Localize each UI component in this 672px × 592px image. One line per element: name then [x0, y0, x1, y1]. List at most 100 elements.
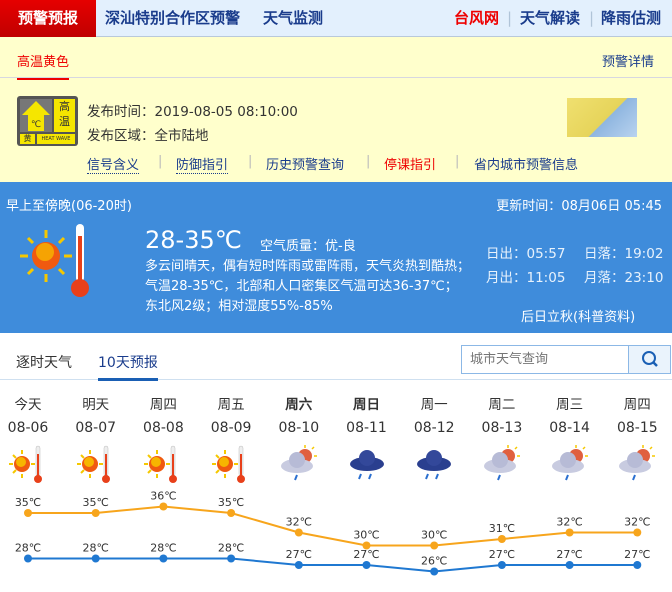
- day-name: 周一: [420, 397, 448, 413]
- low-temp-label: 28℃: [218, 542, 244, 555]
- divider: |: [158, 154, 163, 169]
- thunder-shower-icon: [417, 450, 452, 480]
- high-temp-point: [497, 535, 506, 543]
- day-name: 周四: [623, 397, 651, 413]
- publish-area: 发布区域：全市陆地: [87, 128, 209, 144]
- nav-weather-analysis[interactable]: 天气解读: [520, 9, 581, 27]
- link-school-closure[interactable]: 停课指引: [384, 158, 437, 173]
- low-temp-point: [227, 554, 236, 563]
- day-name: 周三: [556, 397, 584, 413]
- badge-en: HEAT WAVE: [37, 134, 75, 144]
- tab-heat-yellow[interactable]: 高温黄色: [17, 51, 70, 80]
- high-temp-label: 36℃: [150, 490, 176, 503]
- high-temp-point: [24, 509, 32, 517]
- low-temp-point: [362, 561, 371, 569]
- warning-area-map[interactable]: [567, 98, 637, 137]
- tab-10day[interactable]: 10天预报: [98, 352, 158, 381]
- low-temp-point: [497, 561, 506, 569]
- alert-panel: 高温黄色 预警详情: [0, 37, 672, 182]
- day-name: 明天: [82, 397, 110, 413]
- day-name: 周五: [217, 397, 245, 413]
- weather-description: 多云间晴天，偶有短时阵雨或雷阵雨，天气炎热到酷热；气温28-35℃，北部和人口密…: [145, 259, 471, 314]
- svg-text:℃: ℃: [31, 120, 41, 130]
- sunny-hot-icon: [76, 445, 110, 483]
- day-name: 周二: [488, 397, 516, 413]
- link-signal-meaning[interactable]: 信号含义: [87, 158, 140, 174]
- high-temp-point: [159, 502, 168, 511]
- nav-rain-estimate[interactable]: 降雨估测: [601, 9, 662, 27]
- alert-detail-link[interactable]: 预警详情: [601, 55, 654, 70]
- nav-typhoon[interactable]: 台风网: [454, 9, 500, 27]
- low-temp-point: [294, 561, 303, 569]
- nav-warning-forecast[interactable]: 预警预报: [0, 0, 96, 37]
- low-temp-label: 27℃: [556, 548, 582, 561]
- link-province-warnings[interactable]: 省内城市预警信息: [474, 158, 579, 173]
- day-date: 08-11: [346, 420, 387, 436]
- low-temp-point: [159, 554, 168, 563]
- low-temp-label: 27℃: [489, 548, 515, 561]
- day-date: 08-14: [549, 420, 590, 436]
- tab-hourly[interactable]: 逐时天气: [16, 355, 72, 371]
- thunder-shower-icon: [349, 450, 384, 480]
- partly-cloudy-shower-icon: [280, 445, 317, 481]
- search-icon: [642, 351, 658, 367]
- divider: |: [589, 9, 595, 27]
- low-temp-label: 27℃: [353, 548, 379, 561]
- temperature-chart: 35℃ 35℃ 36℃ 35℃ 32℃ 30℃ 30℃ 31℃ 32℃ 32℃ 28℃ 28℃ 28℃ 2…: [15, 490, 650, 576]
- top-nav: 预警预报 深汕特别合作区预警 天气监测 台风网 | 天气解读 | 降雨估测: [0, 0, 672, 37]
- sunny-hot-icon: [144, 445, 178, 483]
- moonrise: 月出：11:05: [486, 270, 566, 286]
- arrow-up-icon: ℃: [22, 101, 50, 131]
- high-temp-point: [633, 528, 642, 537]
- sunny-hot-icon: [212, 445, 246, 483]
- solar-term-link[interactable]: 后日立秋(科普资料): [521, 310, 636, 325]
- low-temp-point: [430, 567, 439, 576]
- alert-tab-row: 高温黄色 预警详情: [0, 37, 672, 80]
- day-date: 08-06: [7, 420, 49, 436]
- moonset: 月落：23:10: [584, 270, 664, 286]
- low-temp-label: 27℃: [624, 548, 650, 561]
- high-temp-point: [362, 541, 371, 550]
- today-panel: 早上至傍晚(06-20时) 更新时间：08月06日 05:45 28-35℃ 空…: [0, 182, 672, 333]
- badge-heat-text: 高温: [54, 99, 75, 132]
- high-temp-label: 35℃: [15, 496, 41, 509]
- sunny-hot-icon: [9, 445, 42, 483]
- temp-range: 28-35℃: [145, 226, 242, 254]
- update-time: 更新时间：08月06日 05:45: [496, 199, 662, 214]
- low-temp-label: 28℃: [150, 542, 176, 555]
- high-temp-label: 35℃: [83, 496, 109, 509]
- city-search-input[interactable]: [462, 346, 628, 373]
- low-temp-point: [91, 554, 100, 563]
- sunrise: 日出：05:57: [486, 246, 566, 262]
- search-button[interactable]: [628, 346, 670, 373]
- low-temp-line: [28, 557, 638, 573]
- partly-cloudy-shower-icon: [551, 445, 588, 481]
- day-date: 08-13: [481, 420, 523, 436]
- high-temp-point: [565, 528, 574, 537]
- link-history[interactable]: 历史预警查询: [266, 158, 345, 173]
- link-defense-guide[interactable]: 防御指引: [176, 158, 229, 174]
- divider: |: [507, 9, 513, 27]
- low-temp-label: 28℃: [83, 542, 109, 555]
- day-date: 08-07: [75, 420, 117, 436]
- day-name: 周四: [149, 397, 177, 413]
- partly-cloudy-shower-icon: [483, 445, 520, 481]
- city-search: [461, 345, 671, 374]
- high-temp-line: [28, 505, 638, 547]
- air-quality: 空气质量：优-良: [260, 239, 356, 254]
- nav-shenshan-warning[interactable]: 深汕特别合作区预警: [105, 9, 241, 27]
- partly-cloudy-shower-icon: [619, 445, 656, 481]
- divider: |: [366, 154, 371, 169]
- high-temp-label: 32℃: [286, 516, 312, 529]
- divider: |: [455, 154, 460, 169]
- low-temp-label: 26℃: [421, 555, 447, 568]
- day-date: 08-09: [210, 420, 252, 436]
- day-date: 08-08: [143, 420, 184, 436]
- high-temp-label: 32℃: [624, 516, 650, 529]
- nav-weather-monitor[interactable]: 天气监测: [263, 9, 324, 27]
- day-date: 08-12: [413, 420, 455, 436]
- low-temp-point: [565, 561, 574, 569]
- low-temp-point: [633, 561, 642, 569]
- high-temp-point: [294, 528, 303, 537]
- day-name: 周日: [353, 397, 380, 413]
